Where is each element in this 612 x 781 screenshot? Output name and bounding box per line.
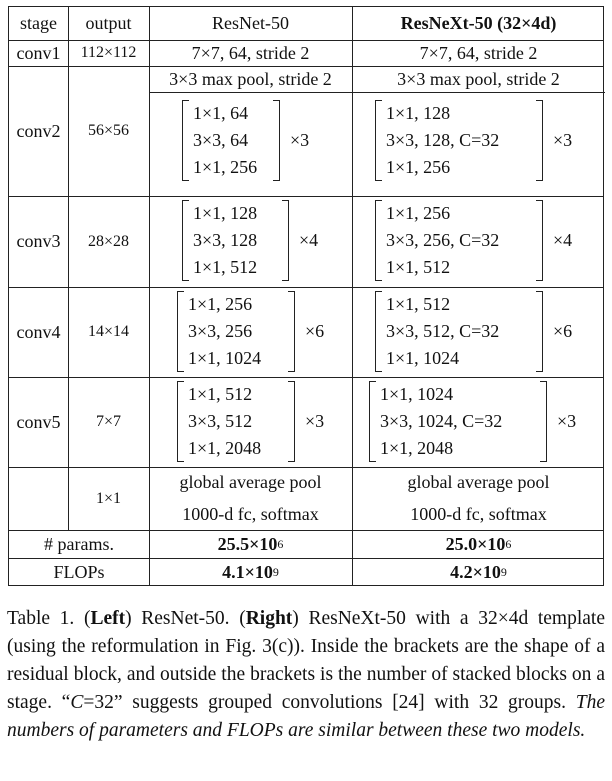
resnet-flops: 4.1×10 9 [149,558,352,586]
caption-left: Left [90,608,126,629]
row-divider [9,66,603,67]
resnet-gap: global average pool [179,472,322,492]
output-conv1: 112×112 [80,44,137,61]
flops-label: FLOPs [53,561,105,582]
params-label: # params. [44,533,114,554]
resnext-params: 25.0×10 6 [352,530,605,558]
block-line: 1×1, 1024 [386,348,460,368]
stage-conv5: conv5 [16,411,61,432]
resnet-params: 25.5×10 6 [149,530,352,558]
resnext-fc: 1000-d fc, softmax [410,503,547,524]
stage-conv3: conv3 [16,231,61,251]
block-line: 3×3, 64 [193,130,249,150]
resnet-params-exp: 6 [277,536,284,551]
block-line: 1×1, 2048 [380,438,454,458]
row-divider [9,287,603,288]
resnet-conv3-block: 1×1, 128 3×3, 128 1×1, 512 ×4 [182,200,318,281]
header-resnext: ResNeXt-50 (32×4d) [400,13,557,33]
resnext-flops-exp: 9 [500,564,507,579]
resnet-conv1: 7×7, 64, stride 2 [191,42,310,63]
block-line: 1×1, 64 [193,103,249,123]
resnet-params-value: 25.5×10 [217,533,278,554]
block-line: 1×1, 256 [386,203,451,223]
block-line: 3×3, 512 [188,411,253,431]
resnet-conv4-block: 1×1, 256 3×3, 256 1×1, 1024 ×6 [177,291,324,372]
block-multiplier: ×3 [553,130,573,150]
stage-conv1: conv1 [16,42,61,63]
block-multiplier: ×4 [299,230,319,250]
block-line: 3×3, 256, C=32 [386,230,500,250]
block-multiplier: ×3 [557,411,577,431]
output-conv2: 56×56 [87,122,130,139]
block-line: 3×3, 1024, C=32 [380,411,503,431]
resnext-params-value: 25.0×10 [445,533,506,554]
block-line: 3×3, 256 [188,321,253,341]
row-divider [9,530,603,531]
resnet-fc: 1000-d fc, softmax [182,503,319,524]
resnext-conv5-block: 1×1, 1024 3×3, 1024, C=32 1×1, 2048 ×3 [369,381,576,462]
output-conv3: 28×28 [87,232,130,250]
resnext-conv1: 7×7, 64, stride 2 [419,42,538,63]
output-conv5: 7×7 [95,413,122,430]
block-line: 3×3, 512, C=32 [386,321,500,341]
resnext-params-exp: 6 [505,536,512,551]
resnet-conv2-block: 1×1, 64 3×3, 64 1×1, 256 ×3 [182,100,309,181]
stage-conv4: conv4 [16,321,61,342]
block-line: 3×3, 128, C=32 [386,130,500,150]
header-output: output [85,13,132,33]
block-line: 1×1, 256 [188,294,253,314]
block-line: 1×1, 128 [386,103,451,123]
resnext-conv3-block: 1×1, 256 3×3, 256, C=32 1×1, 512 ×4 [375,200,572,281]
resnext-pool: 3×3 max pool, stride 2 [397,68,560,89]
row-divider [9,196,603,197]
block-line: 1×1, 512 [188,384,253,404]
table-caption: Table 1. (Left) ResNet-50. (Right) ResNe… [7,605,605,745]
caption-mid2: ) ResNeXt-50 with a 32×4d template (usin… [7,608,606,713]
output-final: 1×1 [95,489,122,507]
block-multiplier: ×3 [305,411,325,431]
caption-right: Right [245,608,293,629]
header-stage: stage [20,13,57,33]
block-line: 1×1, 512 [193,257,258,277]
col-divider [352,7,353,585]
resnet-comparison-table: stage output ResNet-50 ResNeXt-50 (32×4d… [8,6,605,586]
resnext-conv2-block: 1×1, 128 3×3, 128, C=32 1×1, 256 ×3 [375,100,572,181]
caption-mid1: ) ResNet-50. ( [125,608,246,629]
block-line: 1×1, 512 [386,294,451,314]
block-line: 1×1, 256 [193,157,258,177]
resnext-gap: global average pool [407,472,550,492]
caption-prefix: Table 1. ( [7,608,91,629]
block-line: 1×1, 128 [193,203,258,223]
resnet-flops-value: 4.1×10 [222,561,273,582]
block-multiplier: ×6 [305,321,325,341]
block-line: 1×1, 1024 [380,384,454,404]
block-line: 1×1, 2048 [188,438,262,458]
resnext-flops: 4.2×10 9 [352,558,605,586]
output-conv4: 14×14 [87,323,130,340]
resnext-flops-value: 4.2×10 [450,561,501,582]
block-multiplier: ×3 [290,130,310,150]
block-line: 1×1, 256 [386,157,451,177]
block-line: 1×1, 512 [386,257,451,277]
block-line: 1×1, 1024 [188,348,262,368]
header-resnet: ResNet-50 [212,13,289,33]
col-divider [68,7,69,530]
caption-c-variable: C [70,692,84,713]
row-divider [9,558,603,559]
block-multiplier: ×4 [553,230,573,250]
row-divider [9,467,603,468]
pool-divider [149,92,605,93]
stage-conv2: conv2 [16,120,61,141]
block-multiplier: ×6 [553,321,573,341]
caption-italic-tail: The numbers of parameters and FLOPs are … [7,692,605,741]
col-divider [149,7,150,585]
resnext-conv4-block: 1×1, 512 3×3, 512, C=32 1×1, 1024 ×6 [375,291,572,372]
resnet-flops-exp: 9 [272,564,279,579]
row-divider [9,377,603,378]
block-line: 3×3, 128 [193,230,258,250]
resnet-conv5-block: 1×1, 512 3×3, 512 1×1, 2048 ×3 [177,381,324,462]
caption-mid3: =32” suggests grouped convolutions [24] … [83,692,576,713]
row-divider [9,40,603,41]
resnet-pool: 3×3 max pool, stride 2 [169,68,332,89]
